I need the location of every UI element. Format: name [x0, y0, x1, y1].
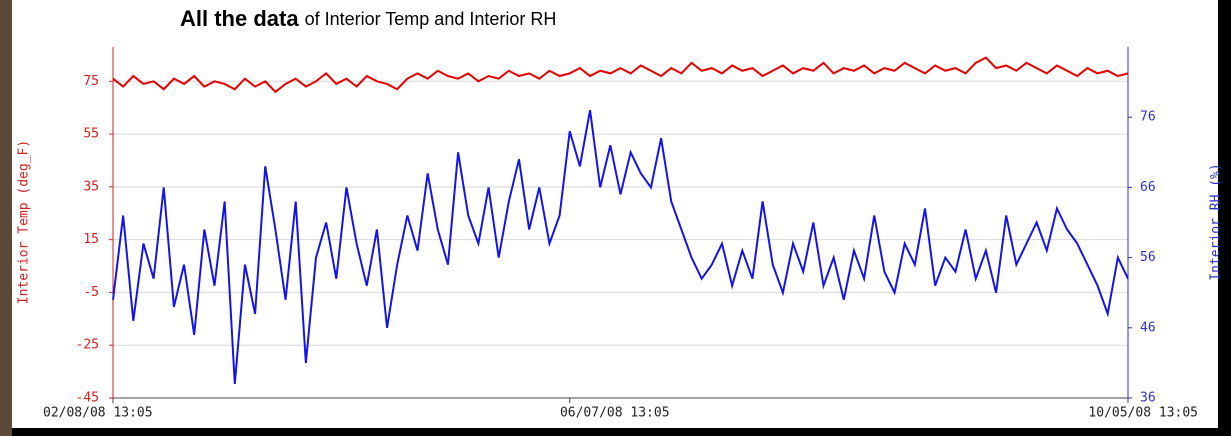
x-tick-label: 02/08/08 13:05	[43, 406, 153, 421]
y2-tick-label: 66	[1140, 180, 1156, 195]
y-tick-label: -45	[76, 391, 99, 406]
y2-tick-label: 46	[1140, 320, 1156, 335]
y2-tick-label: 56	[1140, 250, 1156, 265]
series-line	[112, 110, 1129, 385]
y2-axis-title: Interior RH (%)	[1209, 163, 1224, 280]
panel	[12, 0, 1218, 428]
y-tick-label: 35	[83, 179, 99, 194]
y-tick-label: 15	[83, 232, 99, 247]
y-tick-label: 55	[83, 127, 99, 142]
y2-tick-label: 76	[1140, 110, 1156, 125]
subtitle: of Interior Temp and Interior RH	[305, 9, 557, 29]
x-tick-label: 06/07/08 13:05	[560, 406, 670, 421]
side-strip	[0, 0, 12, 436]
y2-tick-label: 36	[1140, 391, 1156, 406]
y-axis-title: Interior Temp (deg_F)	[17, 140, 32, 304]
y-tick-label: -25	[76, 338, 99, 353]
y-tick-label: 75	[83, 74, 99, 89]
x-tick-label: 10/05/08 13:05	[1088, 406, 1198, 421]
chart-title: All the data of Interior Temp and Interio…	[180, 6, 556, 31]
title: All the data	[180, 6, 299, 31]
y-tick-label: -5	[83, 285, 99, 300]
series-line	[112, 56, 1129, 94]
